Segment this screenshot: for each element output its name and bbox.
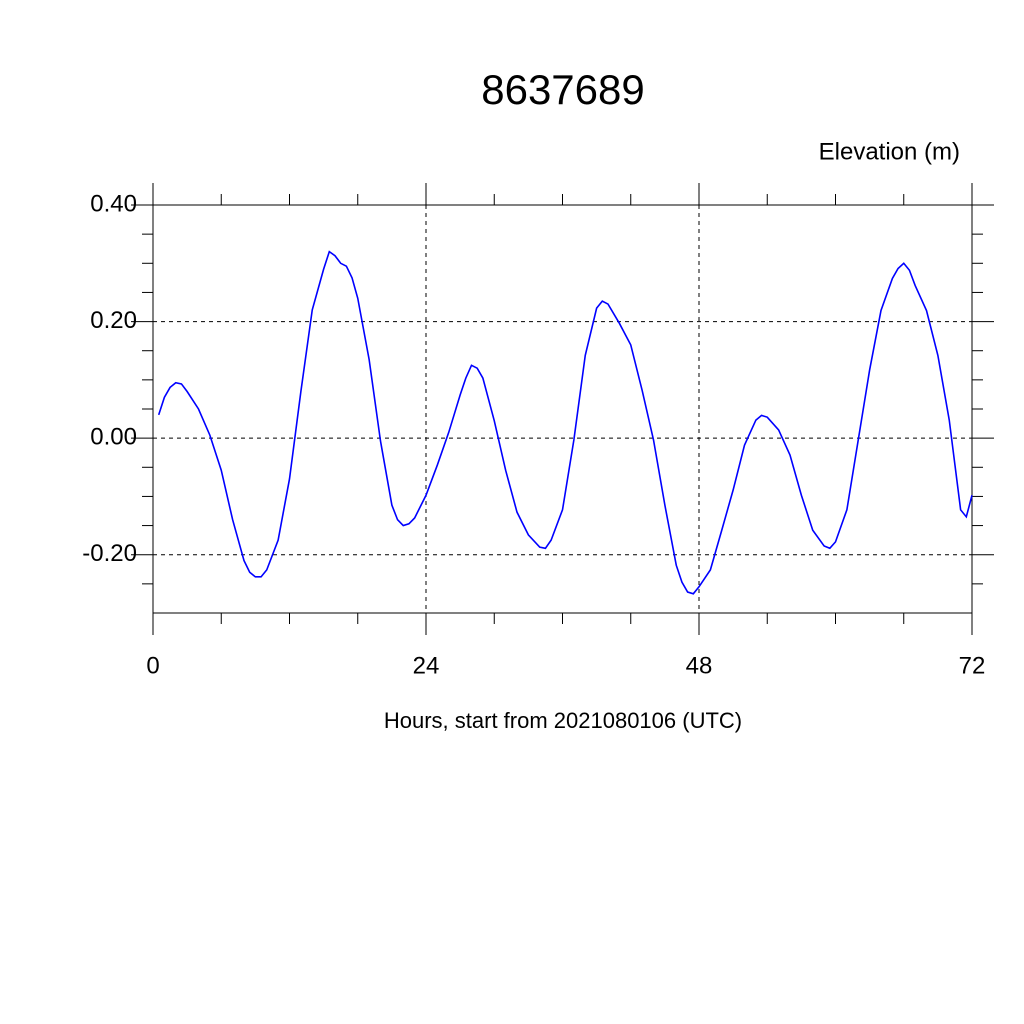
- x-tick-label: 24: [413, 652, 440, 679]
- chart-title: 8637689: [481, 66, 645, 113]
- y-tick-label: -0.20: [82, 540, 137, 567]
- plot-frame: [152, 204, 973, 614]
- chart-subtitle: Elevation (m): [819, 138, 960, 165]
- x-tick-label: 48: [686, 652, 713, 679]
- y-tick-label: 0.20: [90, 307, 137, 334]
- y-tick-label: 0.40: [90, 190, 137, 217]
- x-axis-label: Hours, start from 2021080106 (UTC): [384, 708, 742, 733]
- x-tick-label: 72: [959, 652, 986, 679]
- x-tick-label: 0: [146, 652, 159, 679]
- y-tick-label: 0.00: [90, 423, 137, 450]
- data-line: [157, 250, 973, 595]
